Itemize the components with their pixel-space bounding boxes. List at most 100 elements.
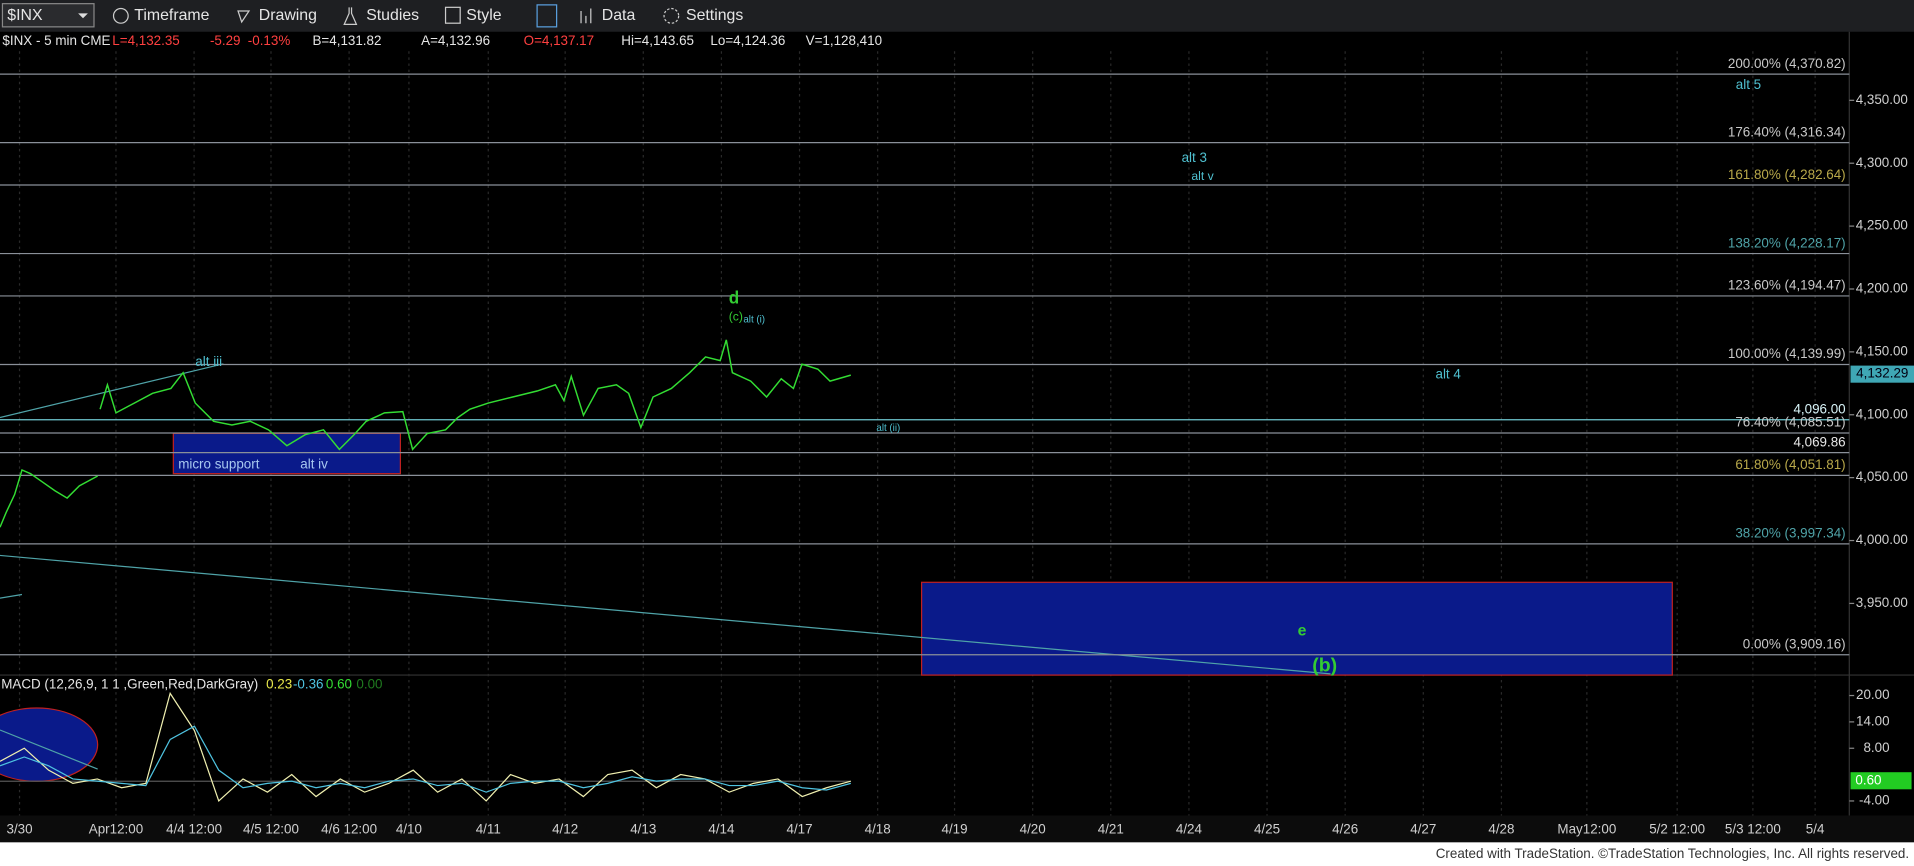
x-tick-label: 5/2 12:00 (1649, 822, 1705, 837)
annotation: alt v (1191, 169, 1214, 183)
macd-readout: 0.00 (356, 676, 382, 691)
quote: V=1,128,410 (806, 33, 882, 48)
footer: Created with TradeStation. ©TradeStation… (1436, 846, 1909, 861)
trend-line (0, 363, 224, 419)
x-tick-label: 4/6 12:00 (321, 822, 377, 837)
macd-line (0, 691, 851, 803)
level-label: 138.20% (4,228.17) (1728, 235, 1846, 250)
trend-line (0, 729, 98, 770)
x-tick-label: 4/27 (1410, 822, 1436, 837)
icon (444, 6, 461, 24)
quote: Hi=4,143.65 (621, 33, 694, 48)
trend-line (0, 593, 23, 599)
level-label: 61.80% (4,051.81) (1735, 457, 1845, 472)
x-tick-label: 4/21 (1098, 822, 1124, 837)
x-tick-label: May12:00 (1557, 822, 1616, 837)
footer-bar (0, 842, 1914, 866)
annotation: alt 5 (1736, 77, 1761, 92)
y-tick-label: 14.00 (1856, 713, 1890, 728)
x-tick-label: 4/19 (942, 822, 968, 837)
menu-item[interactable]: Settings (686, 7, 743, 24)
x-tick-label: 4/10 (396, 822, 422, 837)
y-tick-label: 4,100.00 (1856, 406, 1908, 421)
macd-last-label: 0.60 (1855, 772, 1881, 787)
chart-title: $INX - 5 min CME (2, 33, 110, 48)
level-label: 200.00% (4,370.82) (1728, 56, 1846, 71)
y-tick-label: 4,050.00 (1856, 469, 1908, 484)
level-label: 76.40% (4,085.51) (1735, 415, 1845, 430)
menu-item[interactable]: Drawing (259, 7, 317, 24)
y-tick-label: 4,350.00 (1856, 92, 1908, 107)
macd-readout: 0.23 (266, 676, 292, 691)
icon (237, 10, 251, 24)
y-tick-label: 4,000.00 (1856, 532, 1908, 547)
menu-item[interactable]: Timeframe (134, 7, 209, 24)
annotation: alt 3 (1182, 150, 1207, 165)
x-tick-label: 5/3 12:00 (1725, 822, 1781, 837)
grid (18, 51, 1816, 816)
icon[interactable] (536, 4, 558, 28)
quote: -5.29 (210, 33, 241, 48)
y-tick-label: 4,250.00 (1856, 218, 1908, 233)
quote: Lo=4,124.36 (710, 33, 785, 48)
last-price-box (1850, 365, 1914, 383)
y-tick-label: -4.00 (1859, 793, 1890, 808)
trend-line (0, 554, 1331, 675)
plot: $INX - 5 min CME L=4,132.35 -5.29 -0.13% B=4… (0, 33, 1914, 837)
macd-last-box (1850, 772, 1912, 790)
y-tick-label: 8.00 (1863, 740, 1889, 755)
x-tick-label: 5/4 (1806, 822, 1825, 837)
level-label: 4,096.00 (1793, 402, 1845, 417)
x-tick-label: 4/5 12:00 (243, 822, 299, 837)
menu-item[interactable]: Style (466, 7, 501, 24)
menu-item[interactable]: Studies (366, 7, 419, 24)
level-label: 0.00% (3,909.16) (1743, 637, 1846, 652)
macd-line (0, 725, 851, 793)
annotation: (b) (1312, 655, 1337, 677)
y-tick-label: 4,300.00 (1856, 155, 1908, 170)
icon (580, 8, 592, 24)
quote: L=4,132.35 (112, 33, 179, 48)
level-label: 176.40% (4,316.34) (1728, 124, 1846, 139)
quote: A=4,132.96 (421, 33, 490, 48)
x-tick-label: 4/18 (865, 822, 891, 837)
last-price-label: 4,132.29 (1856, 366, 1908, 381)
level-label: 4,069.86 (1793, 434, 1845, 449)
x-tick-label: 4/13 (630, 822, 656, 837)
annotation: e (1298, 622, 1307, 639)
quote: B=4,131.82 (312, 33, 381, 48)
annotation: (c) (729, 310, 743, 324)
y-tick-label: 20.00 (1856, 687, 1890, 702)
toolbar (0, 0, 1914, 32)
macd-readout: 0.60 (326, 676, 352, 691)
level-label: 161.80% (4,282.64) (1728, 167, 1846, 182)
annotation: alt 4 (1435, 366, 1461, 381)
symbol[interactable]: $INX (7, 7, 43, 24)
macd-title: MACD (12,26,9, 1 1 ,Green,Red,DarkGray) (1, 676, 258, 691)
x-tick-label: 4/17 (786, 822, 812, 837)
level-label: 100.00% (4,139.99) (1728, 346, 1846, 361)
symbol-box[interactable] (1, 3, 95, 28)
x-tick-label: 4/4 12:00 (166, 822, 222, 837)
price-line (0, 339, 852, 528)
x-tick-label: 4/28 (1488, 822, 1514, 837)
dropdown-arrow (78, 13, 88, 19)
y-tick-label: 4,150.00 (1856, 343, 1908, 358)
menu-item[interactable]: Data (602, 7, 636, 24)
x-tick-label: 3/30 (6, 822, 32, 837)
icon (343, 7, 358, 26)
x-tick-label: 4/12 (552, 822, 578, 837)
annotation: alt (i) (743, 314, 765, 325)
y-tick-label: 3,950.00 (1856, 595, 1908, 610)
x-tick-label: 4/14 (708, 822, 735, 837)
quote: -0.13% (248, 33, 291, 48)
x-tick-label: 4/25 (1254, 822, 1280, 837)
x-axis-band (0, 815, 1914, 843)
level-label: 123.60% (4,194.47) (1728, 278, 1846, 293)
icon (112, 7, 129, 24)
annotation: alt (ii) (876, 423, 900, 434)
quote: O=4,137.17 (524, 33, 594, 48)
icon (663, 7, 680, 24)
level-label: 38.20% (3,997.34) (1735, 526, 1845, 541)
